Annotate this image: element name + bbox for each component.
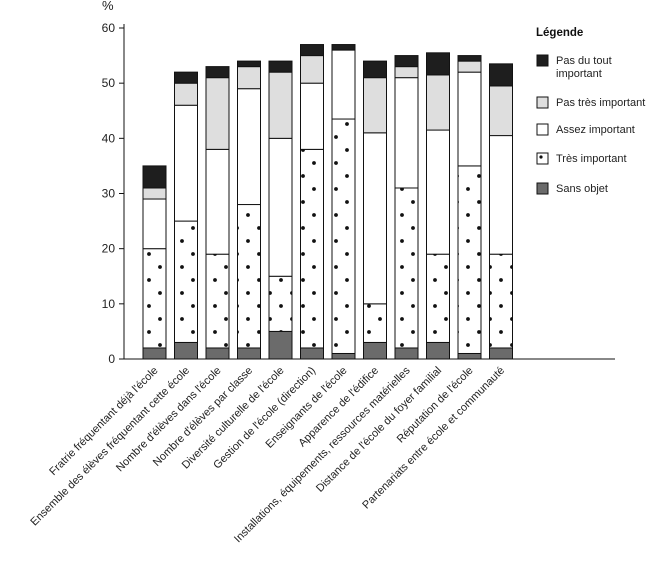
bar-segment — [174, 341, 198, 360]
bar-segment — [363, 303, 387, 343]
bar-segment — [394, 55, 419, 68]
bars — [142, 44, 513, 360]
legend-swatch — [536, 182, 549, 195]
bar-segment — [237, 60, 261, 68]
bar-segment — [331, 44, 356, 51]
bar-segment — [205, 148, 230, 255]
bar-segment — [394, 77, 419, 189]
bar-segment — [457, 60, 482, 73]
legend-swatch — [536, 123, 549, 136]
bar-segment — [489, 85, 513, 137]
bar-segment — [331, 352, 356, 360]
bar-segment — [142, 347, 167, 360]
bar-segment — [426, 253, 450, 343]
bar-segment — [457, 55, 482, 62]
bar-segment — [394, 66, 419, 79]
bar-segment — [363, 60, 387, 79]
bar-segment — [205, 77, 230, 150]
bar-segment — [363, 132, 387, 305]
legend-label: Pas très important — [556, 97, 645, 109]
legend-swatch — [536, 96, 549, 109]
bar-segment — [394, 187, 419, 349]
bar-segment — [237, 347, 261, 360]
bar-segment — [489, 135, 513, 255]
y-tick-label: 0 — [108, 352, 115, 366]
y-tick-label: 20 — [102, 242, 116, 256]
bar-segment — [142, 248, 167, 349]
bar-segment — [489, 347, 513, 360]
bar-segment — [489, 63, 513, 87]
bar-segment — [426, 52, 450, 76]
bar-segment — [268, 71, 293, 139]
legend-swatch-dot — [539, 155, 543, 159]
bar-segment — [174, 220, 198, 343]
bar-segment — [394, 347, 419, 360]
bar-segment — [426, 74, 450, 131]
bar-segment — [237, 66, 261, 90]
legend-swatch — [536, 54, 549, 67]
bar-segment — [142, 198, 167, 250]
bar-segment — [300, 148, 324, 349]
bar-segment — [142, 165, 167, 189]
bar-segment — [268, 275, 293, 332]
legend-swatch — [536, 152, 549, 165]
category-labels: Fratrie fréquentant déjà l'écoleEnsemble… — [28, 364, 507, 545]
bar-segment — [300, 347, 324, 360]
bar-segment — [268, 137, 293, 277]
legend-title: Légende — [536, 27, 583, 39]
bar-segment — [300, 44, 324, 57]
bar-segment — [205, 253, 230, 349]
y-tick-label: 10 — [102, 297, 116, 311]
legend: Légende Pas du tout important Pas très impo… — [536, 27, 645, 195]
bar-segment — [300, 82, 324, 150]
bar-segment — [331, 49, 356, 120]
bar-segment — [331, 118, 356, 354]
bar-segment — [142, 187, 167, 200]
bar-segment — [363, 341, 387, 360]
y-tick-label: 40 — [102, 131, 116, 145]
bar-segment — [457, 165, 482, 354]
bar-segment — [174, 82, 198, 106]
bar-segment — [426, 129, 450, 255]
y-tick-label: 50 — [102, 76, 116, 90]
bar-segment — [237, 88, 261, 206]
legend-label: Pas du tout important — [556, 55, 612, 80]
legend-label: Assez important — [556, 124, 635, 136]
bar-segment — [174, 71, 198, 84]
bar-segment — [205, 66, 230, 79]
bar-segment — [268, 60, 293, 73]
legend-label: Sans objet — [556, 183, 608, 195]
legend-label: Très important — [556, 153, 627, 165]
bar-segment — [300, 55, 324, 84]
bar-segment — [237, 204, 261, 349]
bar-segment — [457, 71, 482, 167]
y-tick-label: 30 — [102, 187, 116, 201]
y-unit-label: % — [102, 0, 114, 13]
bar-segment — [426, 341, 450, 360]
bar-segment — [268, 330, 293, 360]
bar-segment — [205, 347, 230, 360]
bar-segment — [363, 77, 387, 134]
bar-segment — [174, 104, 198, 222]
y-tick-label: 60 — [102, 21, 116, 35]
bar-segment — [489, 253, 513, 349]
bar-segment — [457, 352, 482, 360]
